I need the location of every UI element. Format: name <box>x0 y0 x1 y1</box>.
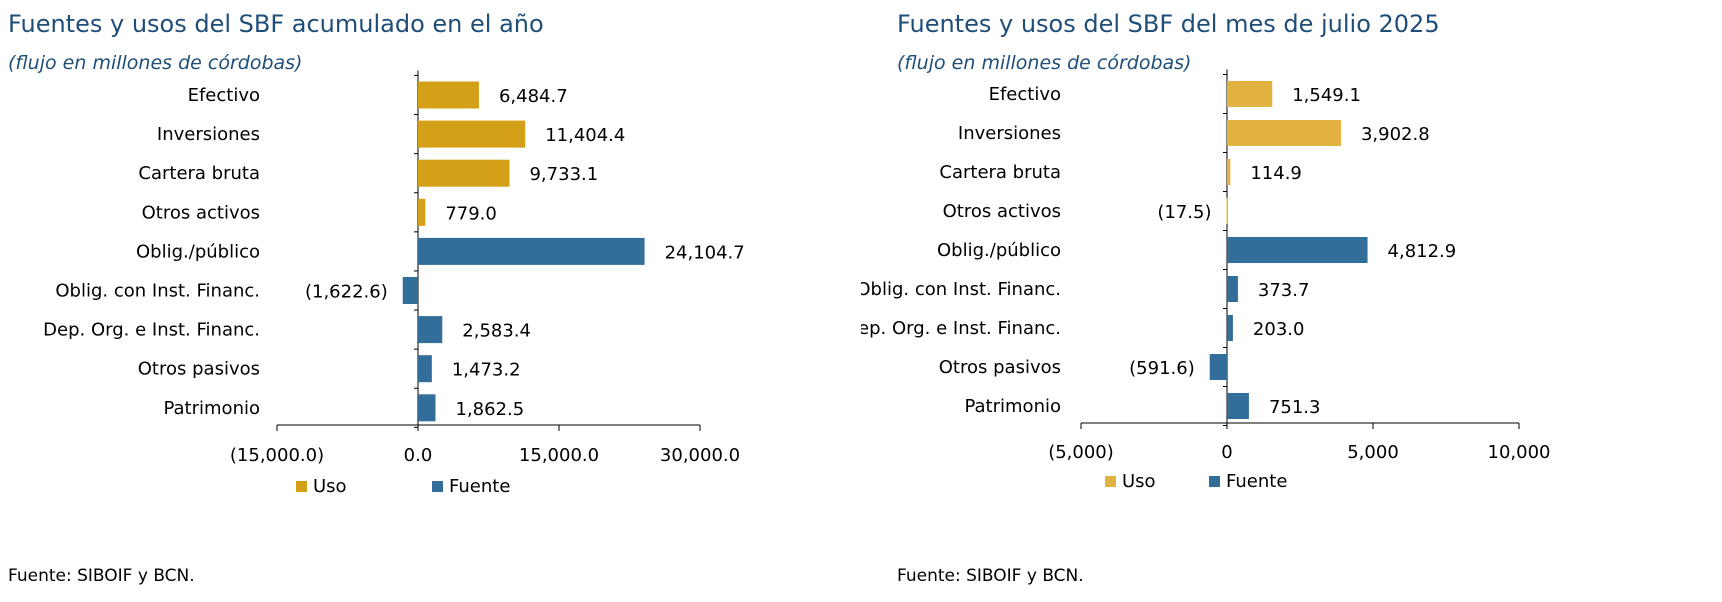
category-label: Cartera bruta <box>138 163 260 184</box>
chart-subtitle: (flujo en millones de córdobas) <box>897 52 1192 74</box>
bar-patrimonio <box>1227 393 1249 419</box>
data-label: (591.6) <box>1129 358 1195 379</box>
category-label: Dep. Org. e Inst. Financ. <box>43 320 260 341</box>
category-label: Otros pasivos <box>138 359 260 380</box>
legend-label: Fuente <box>1226 471 1287 492</box>
legend-label: Fuente <box>449 476 510 497</box>
category-label: Dep. Org. e Inst. Financ. <box>861 318 1061 339</box>
data-label: 3,902.8 <box>1361 124 1430 145</box>
x-tick-label: 10,000 <box>1488 442 1551 463</box>
category-label: Efectivo <box>188 85 260 106</box>
bar-otros-pasivos <box>418 355 432 383</box>
category-label: Oblig. con Inst. Financ. <box>55 281 260 302</box>
category-label: Otros activos <box>142 202 260 223</box>
data-label: 24,104.7 <box>665 242 745 263</box>
legend-swatch-fuente <box>1209 476 1220 487</box>
data-label: 114.9 <box>1250 163 1302 184</box>
category-label: Otros activos <box>943 201 1061 222</box>
data-label: 1,862.5 <box>456 399 525 420</box>
bar-otros-activos <box>1226 198 1228 224</box>
data-label: 203.0 <box>1253 319 1305 340</box>
bar-oblig-con-inst-financ- <box>1227 276 1238 302</box>
bar-chart-acumulado: (15,000.0) 0.0 15,000.0 30,000.0 Efectivo 6,4… <box>43 70 745 497</box>
legend-swatch-uso <box>1105 476 1116 487</box>
category-label: Oblig. con Inst. Financ. <box>861 279 1061 300</box>
data-label: 11,404.4 <box>545 125 625 146</box>
bar-cartera-bruta <box>1227 159 1231 185</box>
bar-dep-org-e-inst-financ- <box>1227 315 1233 341</box>
bar-patrimonio <box>418 394 436 422</box>
bar-inversiones <box>1227 120 1341 146</box>
bar-oblig-con-inst-financ- <box>402 277 418 304</box>
chart-source: Fuente: SIBOIF y BCN. <box>8 566 195 586</box>
x-tick-label: 15,000.0 <box>519 445 599 466</box>
category-label: Inversiones <box>157 124 260 145</box>
data-label: 4,812.9 <box>1388 241 1457 262</box>
bar-cartera-bruta <box>418 159 510 187</box>
chart-panel-julio: Fuentes y usos del SBF del mes de julio … <box>861 0 1722 602</box>
data-label: 1,473.2 <box>452 360 521 381</box>
category-label: Inversiones <box>958 123 1061 144</box>
bar-inversiones <box>418 120 526 148</box>
category-label: Otros pasivos <box>939 357 1061 378</box>
data-label: 751.3 <box>1269 397 1321 418</box>
bar-otros-activos <box>418 198 426 226</box>
data-label: 1,549.1 <box>1292 85 1361 106</box>
bar-chart-julio: (5,000) 0 5,000 10,000 Efectivo 1,549.1 Invers… <box>861 69 1551 492</box>
data-label: 2,583.4 <box>462 321 531 342</box>
bar-dep-org-e-inst-financ- <box>418 316 443 344</box>
data-label: (1,622.6) <box>305 282 388 303</box>
data-label: 779.0 <box>445 203 497 224</box>
data-label: 373.7 <box>1258 280 1310 301</box>
category-label: Oblig./público <box>136 241 260 262</box>
x-tick-label: 0 <box>1221 442 1232 463</box>
category-label: Cartera bruta <box>939 162 1061 183</box>
chart-subtitle: (flujo en millones de córdobas) <box>8 52 303 74</box>
chart-title: Fuentes y usos del SBF del mes de julio … <box>897 10 1440 38</box>
chart-panel-acumulado: Fuentes y usos del SBF acumulado en el a… <box>8 10 745 586</box>
category-label: Efectivo <box>989 84 1061 105</box>
bar-efectivo <box>418 81 479 109</box>
x-tick-label: 0.0 <box>404 445 433 466</box>
legend-label: Uso <box>313 476 347 497</box>
legend-swatch-fuente <box>432 481 443 492</box>
category-label: Oblig./público <box>937 240 1061 261</box>
bar-efectivo <box>1227 81 1273 107</box>
x-tick-label: 5,000 <box>1347 442 1399 463</box>
data-label: 6,484.7 <box>499 86 568 107</box>
data-label: (17.5) <box>1157 202 1211 223</box>
x-tick-label: 30,000.0 <box>660 445 740 466</box>
data-label: 9,733.1 <box>529 164 598 185</box>
bar-oblig-p-blico <box>418 237 645 265</box>
category-label: Patrimonio <box>163 398 260 419</box>
bar-oblig-p-blico <box>1227 237 1368 263</box>
category-label: Patrimonio <box>964 396 1061 417</box>
x-tick-label: (15,000.0) <box>230 445 324 466</box>
legend-label: Uso <box>1122 471 1156 492</box>
x-tick-label: (5,000) <box>1048 442 1114 463</box>
chart-source: Fuente: SIBOIF y BCN. <box>897 566 1084 586</box>
chart-title: Fuentes y usos del SBF acumulado en el a… <box>8 10 544 38</box>
legend-swatch-uso <box>296 481 307 492</box>
bar-otros-pasivos <box>1209 354 1227 380</box>
